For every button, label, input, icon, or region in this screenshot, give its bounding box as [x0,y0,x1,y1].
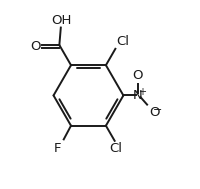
Text: O: O [31,40,41,53]
Text: OH: OH [51,14,71,27]
Text: −: − [152,105,161,115]
Text: +: + [138,87,146,97]
Text: O: O [132,69,142,82]
Text: Cl: Cl [108,142,121,155]
Text: O: O [148,106,159,119]
Text: N: N [132,89,142,102]
Text: Cl: Cl [116,35,128,48]
Text: F: F [54,142,61,155]
